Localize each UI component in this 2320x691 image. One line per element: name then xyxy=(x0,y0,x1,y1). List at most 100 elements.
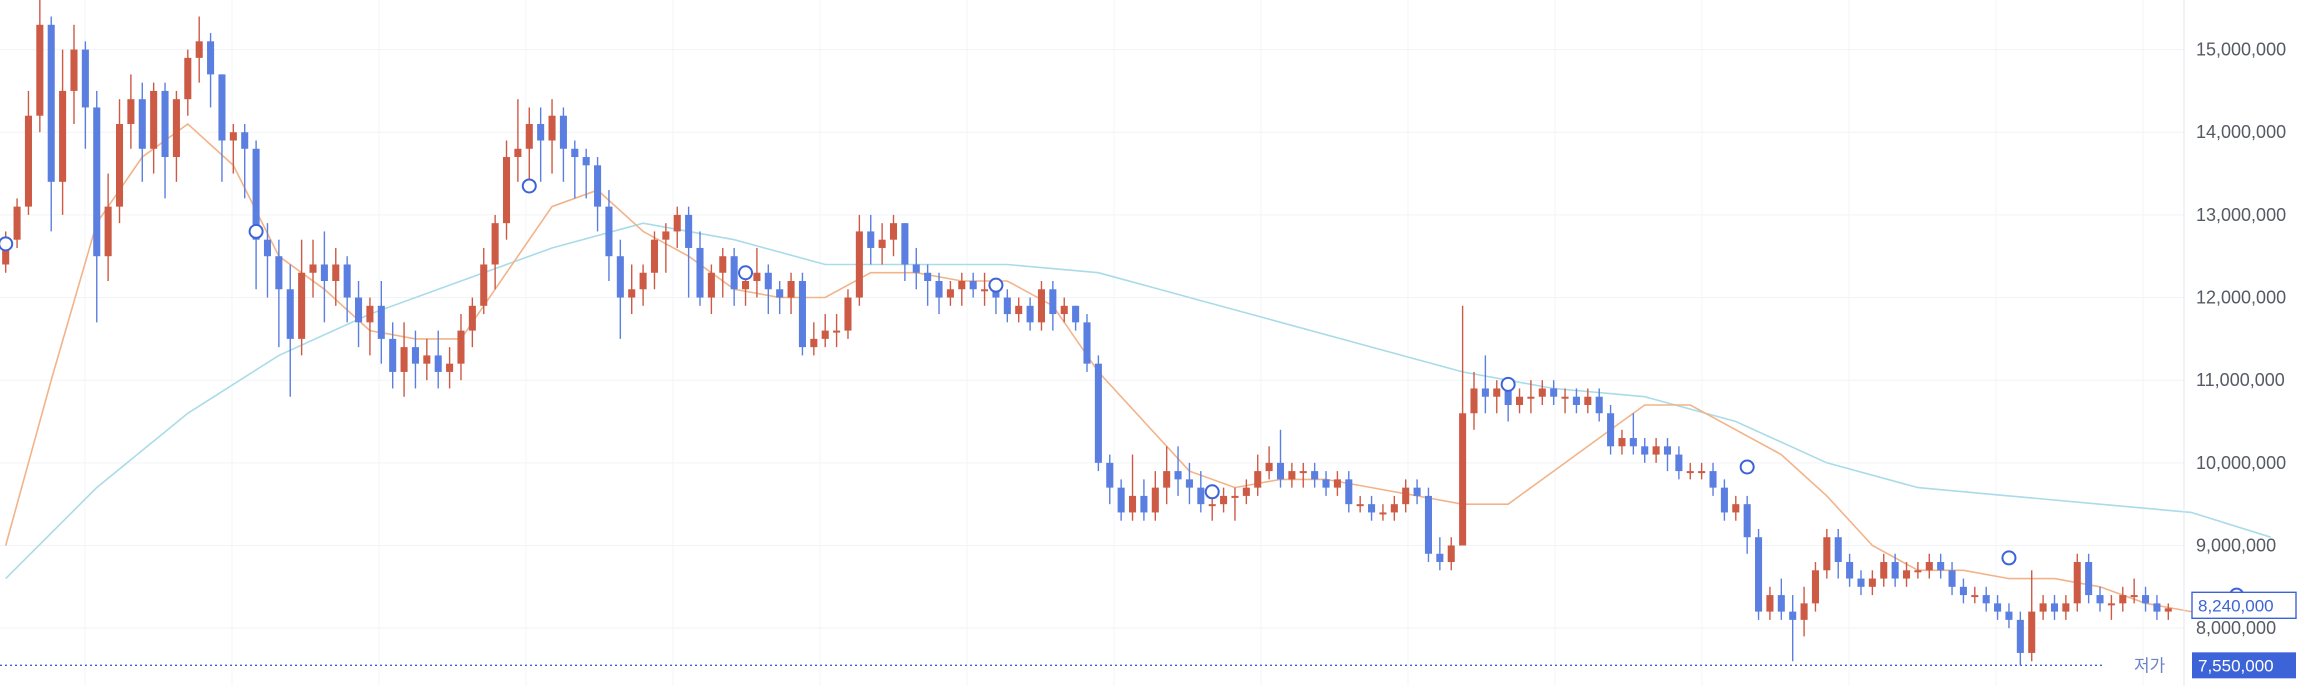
trade-markers xyxy=(0,178,2245,603)
candle xyxy=(104,173,112,282)
candle xyxy=(1493,380,1501,414)
candle-body xyxy=(605,206,613,257)
candle-body xyxy=(1424,495,1432,554)
candle xyxy=(2062,595,2070,620)
candle xyxy=(468,297,476,348)
y-tick-label: 10,000,000 xyxy=(2196,453,2286,473)
candle xyxy=(1538,380,1546,405)
candle-body xyxy=(1857,578,1865,587)
candle-body xyxy=(1231,495,1239,498)
candle xyxy=(582,148,590,199)
y-tick-label: 11,000,000 xyxy=(2196,370,2285,390)
candle-body xyxy=(514,148,522,158)
trade-marker xyxy=(0,236,14,252)
candle xyxy=(1094,355,1102,472)
candle-body xyxy=(1572,396,1580,405)
candle-body xyxy=(1698,471,1706,474)
candle-body xyxy=(662,231,670,240)
candle-body xyxy=(548,115,556,141)
candle xyxy=(275,239,283,348)
candle xyxy=(195,16,203,83)
candle-body xyxy=(650,239,659,273)
candle xyxy=(1470,371,1478,430)
candle xyxy=(707,264,715,315)
candle xyxy=(776,281,784,315)
candle xyxy=(1971,586,1979,604)
candle xyxy=(1561,388,1569,414)
trade-marker xyxy=(988,277,1004,293)
candle xyxy=(650,231,659,290)
candle-body xyxy=(252,148,260,240)
candle xyxy=(1527,380,1535,414)
candle xyxy=(2050,595,2059,620)
candle xyxy=(1322,471,1330,496)
candle-body xyxy=(1595,396,1603,414)
candle xyxy=(1265,446,1273,480)
candle-body xyxy=(377,305,385,339)
candle-body xyxy=(1652,446,1660,455)
candle xyxy=(1276,429,1285,488)
candle-body xyxy=(1789,611,1797,620)
candle-body xyxy=(1436,553,1444,563)
candle xyxy=(1550,380,1558,405)
candle xyxy=(1413,479,1421,505)
low-price-badge xyxy=(2192,652,2296,679)
candle-body xyxy=(1459,413,1467,546)
candle-body xyxy=(1265,462,1273,472)
candle-body xyxy=(1743,504,1751,538)
trade-marker xyxy=(1500,376,1516,392)
candle xyxy=(559,107,567,182)
candle-body xyxy=(2085,562,2093,596)
candle xyxy=(1994,595,2002,620)
candle xyxy=(981,272,989,306)
candle xyxy=(924,264,932,306)
candle xyxy=(1641,438,1649,463)
candle-body xyxy=(1185,479,1193,488)
trade-marker xyxy=(2001,550,2017,566)
candle-body xyxy=(1959,586,1967,596)
candle xyxy=(1834,528,1842,579)
candle xyxy=(400,322,408,397)
candle-body xyxy=(1527,396,1535,399)
candle-body xyxy=(639,272,647,290)
candle xyxy=(1652,438,1660,463)
candle-body xyxy=(901,223,909,265)
candle xyxy=(1151,471,1159,521)
candle xyxy=(1424,487,1432,563)
candle-body xyxy=(867,231,875,248)
candle-body xyxy=(1709,471,1717,488)
candle xyxy=(1299,462,1307,488)
candle xyxy=(1379,504,1387,521)
candle xyxy=(1072,305,1080,331)
candle-body xyxy=(457,330,465,364)
candle-body xyxy=(332,264,340,282)
candle xyxy=(446,347,454,389)
candle-body xyxy=(434,355,442,372)
ma-short-path xyxy=(4,122,2271,613)
candles xyxy=(2,0,2172,666)
candle xyxy=(1891,553,1899,587)
candle-body xyxy=(320,264,328,282)
candle-body xyxy=(1129,495,1137,513)
candle xyxy=(1698,462,1706,480)
candle xyxy=(1459,305,1467,546)
candle xyxy=(1163,446,1171,505)
candle xyxy=(320,231,328,323)
candle xyxy=(411,330,419,389)
candle xyxy=(935,272,943,315)
y-tick-label: 9,000,000 xyxy=(2196,535,2276,555)
candle xyxy=(286,264,294,397)
candle-body xyxy=(1060,305,1068,315)
candle-body xyxy=(229,132,237,141)
candle xyxy=(1140,479,1148,521)
candle-body xyxy=(1288,471,1296,480)
candle xyxy=(855,214,863,306)
candle-body xyxy=(1345,479,1353,505)
candle-body xyxy=(1675,454,1683,472)
candle xyxy=(730,247,738,306)
candle xyxy=(1925,553,1933,579)
candle-body xyxy=(1834,537,1842,563)
candle-body xyxy=(571,148,579,158)
